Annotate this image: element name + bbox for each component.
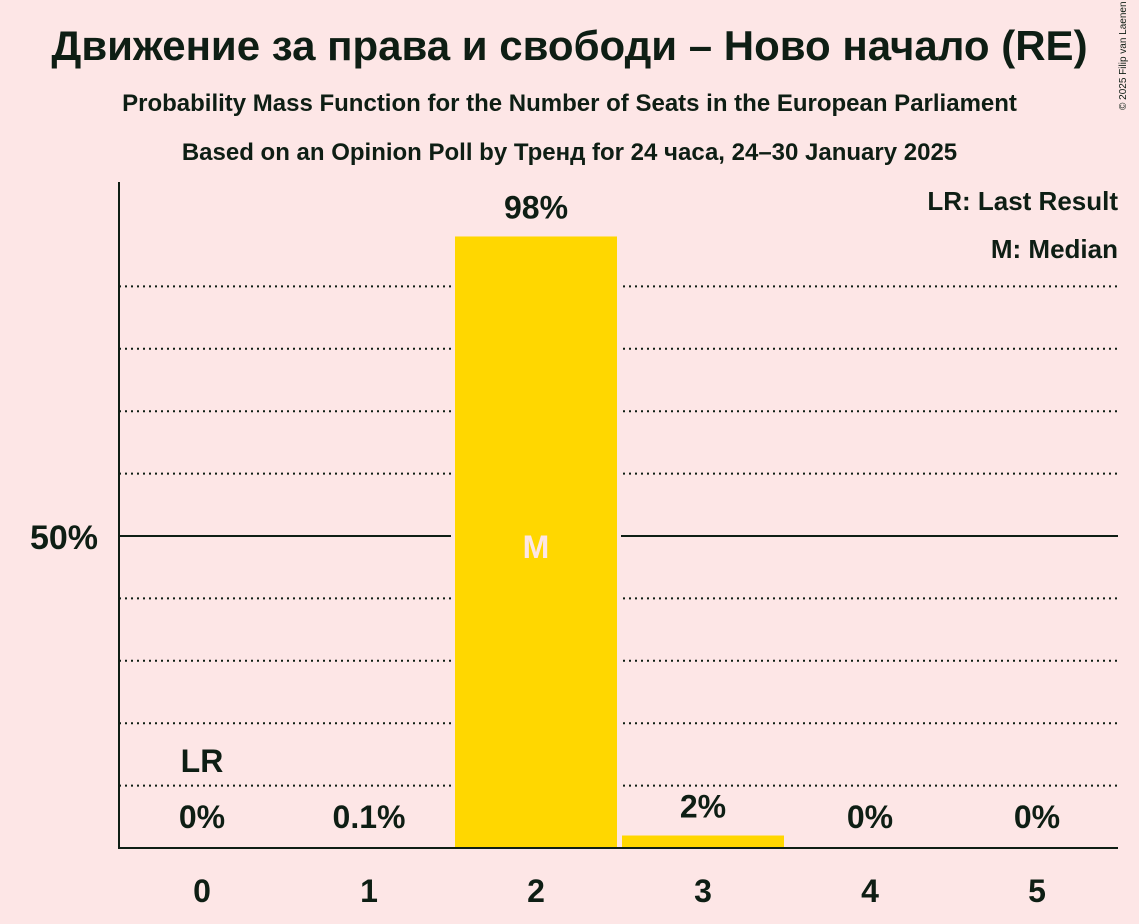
bar-gap [284,843,454,848]
bar-3 [622,835,784,848]
x-tick-label: 1 [360,873,378,909]
y-tick-label: 50% [30,519,98,557]
x-tick-label: 4 [861,873,879,909]
chart-source-subtitle: Based on an Opinion Poll by Тренд for 24… [181,139,958,166]
legend-entry: M: Median [991,234,1118,264]
data-label: 0% [179,799,225,835]
chart-subtitle: Probability Mass Function for the Number… [122,90,1017,117]
data-label: 0.1% [333,799,406,835]
x-tick-label: 0 [193,873,211,909]
last-result-marker: LR [181,743,224,779]
x-tick-label: 5 [1028,873,1046,909]
data-label: 0% [1014,799,1060,835]
data-label: 0% [847,799,893,835]
x-tick-label: 2 [527,873,545,909]
chart-title: Движение за права и свободи – Ново начал… [51,22,1088,69]
bar-2 [455,236,617,849]
data-label: 2% [680,789,726,825]
legend-entry: LR: Last Result [927,186,1118,216]
x-tick-label: 3 [694,873,712,909]
median-marker: M [523,529,550,565]
data-label: 98% [504,189,568,225]
